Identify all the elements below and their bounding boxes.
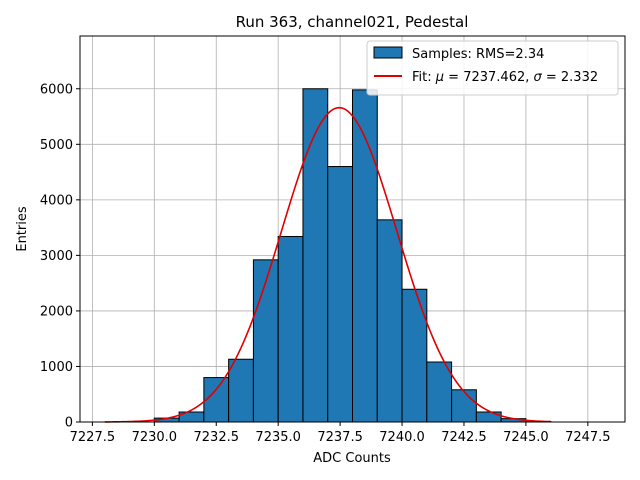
x-axis-ticks: 7227.5 7230.0 7232.5 7235.0 7237.5 7240.0 7242… bbox=[70, 422, 611, 445]
x-tick-label: 7230.0 bbox=[132, 430, 178, 445]
x-tick-label: 7235.0 bbox=[255, 430, 301, 445]
y-axis-ticks: 0 1000 2000 3000 4000 5000 6000 bbox=[40, 82, 80, 431]
x-tick-label: 7227.5 bbox=[70, 430, 116, 445]
histogram-bar bbox=[376, 219, 403, 423]
legend-histogram-swatch bbox=[373, 46, 403, 59]
y-tick-label: 2000 bbox=[40, 304, 73, 319]
histogram-bars bbox=[153, 88, 552, 423]
legend-fit-sigma-value: = 2.332 bbox=[542, 70, 598, 85]
histogram-bar bbox=[426, 361, 453, 423]
y-tick-label: 1000 bbox=[40, 360, 73, 375]
histogram-bar bbox=[228, 358, 254, 423]
x-axis-label: ADC Counts bbox=[313, 451, 391, 466]
plot-frame bbox=[79, 35, 626, 423]
fit-curve bbox=[104, 106, 551, 423]
y-axis-label: Entries bbox=[15, 206, 30, 252]
x-tick-label: 7245.0 bbox=[503, 430, 549, 445]
histogram-bar bbox=[302, 88, 329, 423]
legend-fit-sigma-symbol: σ bbox=[534, 70, 543, 85]
x-tick-label: 7247.5 bbox=[565, 430, 611, 445]
histogram-bar bbox=[352, 89, 378, 423]
x-tick-label: 7232.5 bbox=[194, 430, 240, 445]
chart-title: Run 363, channel021, Pedestal bbox=[236, 13, 469, 31]
y-tick-label: 0 bbox=[65, 416, 73, 431]
legend-fit-label: Fit: μ = 7237.462, σ = 2.332 bbox=[412, 70, 598, 85]
legend-fit-mu-value: = 7237.462, bbox=[444, 70, 533, 85]
histogram-bar bbox=[277, 235, 304, 423]
histogram-bar bbox=[327, 166, 353, 423]
x-tick-label: 7240.0 bbox=[379, 430, 425, 445]
histogram-bar bbox=[451, 389, 477, 423]
histogram-bar bbox=[203, 377, 230, 423]
y-tick-label: 5000 bbox=[40, 138, 73, 153]
y-tick-label: 3000 bbox=[40, 249, 73, 264]
y-tick-label: 4000 bbox=[40, 193, 73, 208]
y-tick-label: 6000 bbox=[40, 82, 73, 97]
histogram-bar bbox=[475, 411, 502, 423]
legend-box bbox=[366, 40, 619, 96]
x-tick-label: 7237.5 bbox=[317, 430, 363, 445]
legend-histogram-label: Samples: RMS=2.34 bbox=[412, 47, 544, 62]
x-tick-label: 7242.5 bbox=[441, 430, 487, 445]
legend-fit-mu-symbol: μ bbox=[435, 70, 444, 85]
legend: Samples: RMS=2.34 Fit: μ = 7237.462, σ =… bbox=[366, 40, 619, 96]
histogram-bar bbox=[252, 259, 279, 423]
histogram-bar bbox=[401, 288, 428, 423]
legend-fit-prefix: Fit: bbox=[412, 70, 436, 85]
